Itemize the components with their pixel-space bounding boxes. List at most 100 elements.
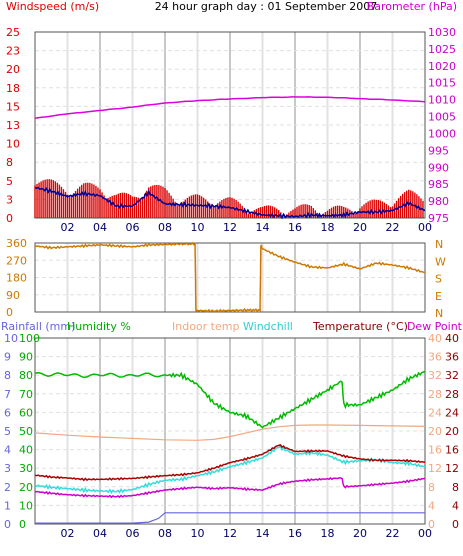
hour-tick-label: 06 bbox=[126, 221, 140, 234]
hour-tick-label: 02 bbox=[61, 527, 75, 540]
barometer-tick-label: 1015 bbox=[428, 77, 456, 90]
wind-tick-label: 25 bbox=[6, 26, 20, 39]
rain-tick-label: 5 bbox=[4, 425, 11, 438]
legend-rainfall: Rainfall (mm) bbox=[1, 320, 75, 333]
temperature-tick-label: 12 bbox=[445, 462, 459, 475]
humidity-tick-label: 10 bbox=[19, 499, 33, 512]
humidity-tick-label: 40 bbox=[19, 444, 33, 457]
hour-tick-label: 22 bbox=[386, 221, 400, 234]
humidity-tick-label: 30 bbox=[19, 462, 33, 475]
hour-tick-label: 06 bbox=[126, 527, 140, 540]
temperature-tick-label: 0 bbox=[452, 518, 459, 531]
legend-indoor-temp: Indoor temp bbox=[172, 320, 239, 333]
humidity-tick-label: 60 bbox=[19, 406, 33, 419]
indoor-temp-tick-label: 4 bbox=[428, 499, 435, 512]
rain-tick-label: 10 bbox=[4, 332, 18, 345]
compass-label: S bbox=[435, 273, 442, 286]
barometer-tick-label: 980 bbox=[428, 195, 449, 208]
legend-temperature: Temperature (°C) bbox=[312, 320, 408, 333]
hour-tick-label: 02 bbox=[61, 221, 75, 234]
rain-tick-label: 4 bbox=[4, 444, 11, 457]
hour-tick-label: 04 bbox=[93, 221, 107, 234]
indoor-temp-tick-label: 32 bbox=[428, 369, 442, 382]
wind-tick-label: 0 bbox=[6, 212, 13, 225]
legend-dewpoint: Dew Point bbox=[407, 320, 463, 333]
hour-tick-label: 18 bbox=[321, 221, 335, 234]
temperature-tick-label: 16 bbox=[445, 444, 459, 457]
plot-frame bbox=[34, 242, 426, 313]
dewpoint-line bbox=[34, 476, 426, 499]
compass-label: N bbox=[435, 307, 443, 320]
barometer-tick-label: 1005 bbox=[428, 111, 456, 124]
indoor-temp-tick-label: 36 bbox=[428, 351, 442, 364]
barometer-line bbox=[34, 96, 426, 119]
humidity-tick-label: 90 bbox=[19, 351, 33, 364]
hour-tick-label: 18 bbox=[321, 527, 335, 540]
hour-tick-label: 14 bbox=[256, 221, 270, 234]
direction-tick-label: 270 bbox=[6, 254, 27, 267]
wind-tick-label: 10 bbox=[6, 138, 20, 151]
hour-tick-label: 10 bbox=[191, 527, 205, 540]
wind-direction-line bbox=[34, 241, 426, 314]
rain-tick-label: 1 bbox=[4, 499, 11, 512]
direction-tick-label: 180 bbox=[6, 272, 27, 285]
barometer-tick-label: 1000 bbox=[428, 127, 456, 140]
barometer-tick-label: 995 bbox=[428, 144, 449, 157]
indoor-temp-line bbox=[34, 424, 426, 441]
temperature-tick-label: 32 bbox=[445, 369, 459, 382]
direction-panel bbox=[34, 242, 426, 313]
barometer-tick-label: 1010 bbox=[428, 94, 456, 107]
hour-tick-label: 16 bbox=[288, 527, 302, 540]
humidity-tick-label: 0 bbox=[19, 518, 26, 531]
hour-tick-label: 20 bbox=[353, 221, 367, 234]
humidity-tick-label: 50 bbox=[19, 425, 33, 438]
barometer-tick-label: 1030 bbox=[428, 26, 456, 39]
direction-tick-label: 0 bbox=[6, 306, 13, 319]
hour-tick-label: 12 bbox=[223, 221, 237, 234]
barometer-tick-label: 1020 bbox=[428, 60, 456, 73]
temperature-tick-label: 36 bbox=[445, 351, 459, 364]
compass-label: E bbox=[435, 290, 442, 303]
wind-tick-label: 20 bbox=[6, 63, 20, 76]
temperature-tick-label: 24 bbox=[445, 406, 459, 419]
hour-tick-label: 14 bbox=[256, 527, 270, 540]
temperature-tick-label: 4 bbox=[452, 499, 459, 512]
wind-tick-label: 18 bbox=[6, 82, 20, 95]
barometer-tick-label: 985 bbox=[428, 178, 449, 191]
rain-tick-label: 0 bbox=[4, 518, 11, 531]
indoor-temp-tick-label: 12 bbox=[428, 462, 442, 475]
rain-tick-label: 7 bbox=[4, 388, 11, 401]
indoor-temp-tick-label: 28 bbox=[428, 388, 442, 401]
wind-tick-label: 3 bbox=[6, 193, 13, 206]
barometer-tick-label: 1025 bbox=[428, 43, 456, 56]
indoor-temp-tick-label: 24 bbox=[428, 406, 442, 419]
wind-tick-label: 5 bbox=[6, 175, 13, 188]
indoor-temp-tick-label: 8 bbox=[428, 481, 435, 494]
windspeed-axis-title: Windspeed (m/s) bbox=[6, 0, 99, 13]
texts: 0358101315182023259759809859909951000100… bbox=[1, 0, 463, 540]
hour-tick-label: 10 bbox=[191, 221, 205, 234]
humidity-line bbox=[34, 370, 426, 429]
temperature-tick-label: 40 bbox=[445, 332, 459, 345]
rain-tick-label: 8 bbox=[4, 369, 11, 382]
humidity-tick-label: 100 bbox=[19, 332, 40, 345]
humidity-tick-label: 70 bbox=[19, 388, 33, 401]
graph-title: 24 hour graph day : 01 September 2007 bbox=[155, 0, 378, 13]
rain-tick-label: 3 bbox=[4, 462, 11, 475]
temperature-tick-label: 20 bbox=[445, 425, 459, 438]
compass-label: N bbox=[435, 238, 443, 251]
barometer-axis-title: Barometer (hPa) bbox=[367, 0, 457, 13]
direction-tick-label: 90 bbox=[6, 289, 20, 302]
barometer-tick-label: 990 bbox=[428, 161, 449, 174]
direction-tick-label: 360 bbox=[6, 237, 27, 250]
legend-windchill: Windchill bbox=[243, 320, 293, 333]
panels bbox=[34, 31, 426, 525]
indoor-temp-tick-label: 16 bbox=[428, 444, 442, 457]
wind-tick-label: 13 bbox=[6, 119, 20, 132]
temperature-tick-label: 8 bbox=[452, 481, 459, 494]
wind-average-line bbox=[34, 186, 426, 220]
hour-tick-label: 04 bbox=[93, 527, 107, 540]
rain-tick-label: 9 bbox=[4, 351, 11, 364]
temperature-tick-label: 28 bbox=[445, 388, 459, 401]
